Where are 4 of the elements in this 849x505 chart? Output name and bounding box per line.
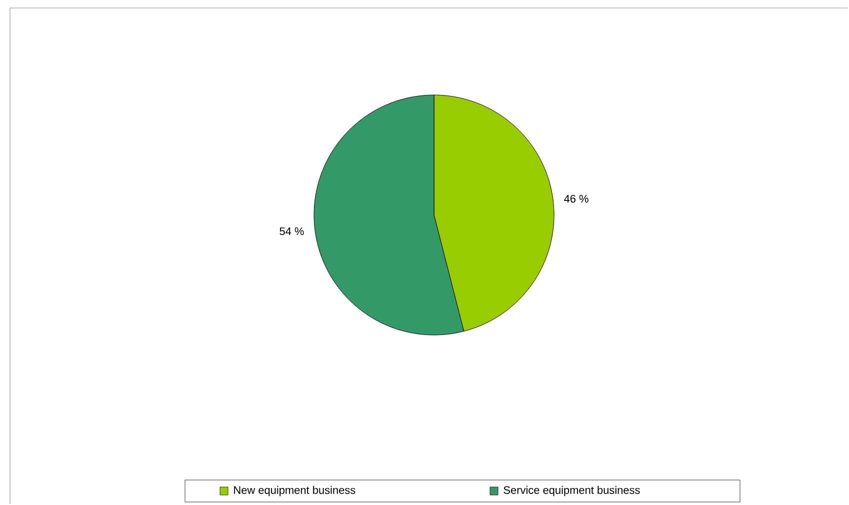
legend-label: New equipment business <box>234 486 356 496</box>
legend-label: Service equipment business <box>504 486 640 496</box>
data-label: 46 % <box>564 194 588 203</box>
data-label: 54 % <box>280 227 304 236</box>
